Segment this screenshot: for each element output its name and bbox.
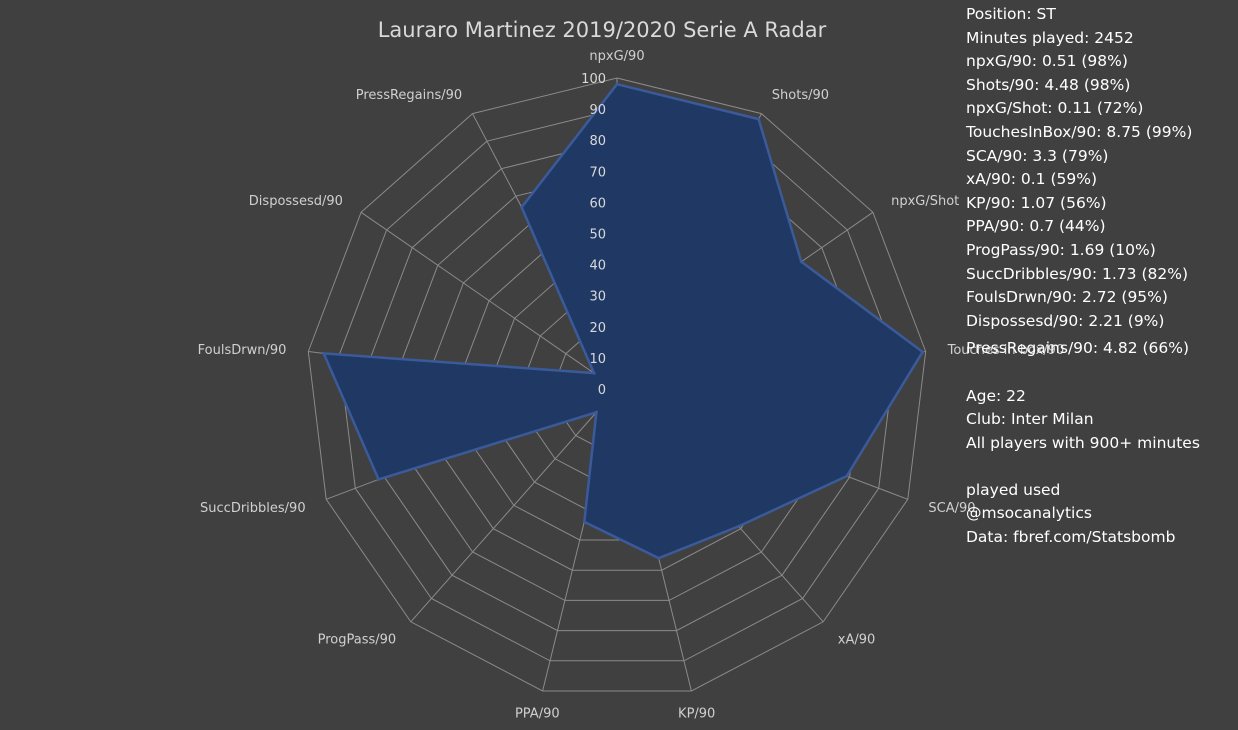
tick-label: 90 <box>589 103 606 118</box>
press-regains-stat: PressRegains/90: 4.82 (66%) <box>966 339 1190 358</box>
stats-lines: Position: ST Minutes played: 2452 npxG/90:… <box>966 3 1200 333</box>
axis-label: npxG/90 <box>589 49 644 64</box>
stat-line: ProgPass/90: 1.69 (10%) <box>966 240 1156 259</box>
data-point <box>592 371 596 375</box>
stat-line: npxG/90: 0.51 (98%) <box>966 52 1128 71</box>
tick-label: 70 <box>589 165 606 180</box>
stat-line: Dispossesd/90: 2.21 (9%) <box>966 311 1165 330</box>
stat-line: Shots/90: 4.48 (98%) <box>966 75 1131 94</box>
axis-label: PPA/90 <box>515 706 560 721</box>
tick-label: 10 <box>589 352 606 367</box>
tick-label: 20 <box>589 321 606 336</box>
author-handle: @msocanalytics <box>966 504 1092 523</box>
data-source: Data: fbref.com/Statsbomb <box>966 528 1176 547</box>
stat-line: SuccDribbles/90: 1.73 (82%) <box>966 264 1188 283</box>
data-point <box>657 556 661 560</box>
stats-panel: Position: ST Minutes played: 2452 npxG/90:… <box>966 3 1200 550</box>
tick-label: 80 <box>589 134 606 149</box>
axis-label: Touches in box/90 <box>947 343 1065 358</box>
stat-line: FoulsDrwn/90: 2.72 (95%) <box>966 288 1168 307</box>
axis-label: Shots/90 <box>772 88 829 103</box>
data-point <box>377 477 381 481</box>
tick-label: 100 <box>581 72 606 87</box>
data-point <box>757 117 761 121</box>
stat-line: xA/90: 0.1 (59%) <box>966 170 1097 189</box>
radar-series <box>321 82 925 560</box>
data-point <box>582 520 586 524</box>
tick-label: 0 <box>598 383 606 398</box>
axis-label: npxG/Shot <box>891 194 959 209</box>
stat-line: Minutes played: 2452 <box>966 28 1134 47</box>
axis-label: PressRegains/90 <box>356 88 462 103</box>
grid-ring <box>338 108 896 662</box>
axis-labels: npxG/90 Shots/90 npxG/Shot Touches in box/9… <box>198 49 1065 721</box>
data-point <box>921 350 925 354</box>
stat-line: PPA/90: 0.7 (44%) <box>966 217 1106 236</box>
tick-label: 60 <box>589 196 606 211</box>
player-age: Age: 22 <box>966 386 1026 405</box>
axis-label: SuccDribbles/90 <box>200 501 306 516</box>
grid-ring <box>369 139 865 632</box>
axis-label: FoulsDrwn/90 <box>198 343 287 358</box>
grid-ring <box>307 77 927 692</box>
axis-label: ProgPass/90 <box>318 632 397 647</box>
axis-spoke <box>360 211 618 390</box>
axis-label: SCA/90 <box>928 501 975 516</box>
player-club: Club: Inter Milan <box>966 410 1094 429</box>
data-point <box>520 205 524 209</box>
axis-label: KP/90 <box>678 706 715 721</box>
axis-label: xA/90 <box>838 632 876 647</box>
axis-spoke <box>410 388 618 623</box>
stat-line: TouchesInBox/90: 8.75 (99%) <box>966 122 1193 141</box>
chart-title: Lauraro Martinez 2019/2020 Serie A Radar <box>378 18 827 42</box>
axis-label: Dispossesd/90 <box>249 194 343 209</box>
data-point <box>845 474 849 478</box>
radar-area <box>321 82 925 560</box>
tick-label: 40 <box>589 259 606 274</box>
data-point <box>322 351 326 355</box>
stat-line: Position: ST <box>966 5 1056 23</box>
played-used-note: played used <box>966 480 1061 499</box>
data-point <box>615 82 619 86</box>
tick-label: 50 <box>589 228 606 243</box>
radial-tick-labels: 0 10 20 30 40 50 60 70 80 90 100 <box>581 72 606 398</box>
stat-line: npxG/Shot: 0.11 (72%) <box>966 99 1144 118</box>
data-point <box>594 410 598 414</box>
stat-line: SCA/90: 3.3 (79%) <box>966 146 1109 165</box>
data-point <box>799 260 803 264</box>
data-point <box>737 524 741 528</box>
tick-label: 30 <box>589 290 606 305</box>
stat-line: KP/90: 1.07 (56%) <box>966 193 1107 212</box>
sample-filter: All players with 900+ minutes <box>966 433 1200 452</box>
